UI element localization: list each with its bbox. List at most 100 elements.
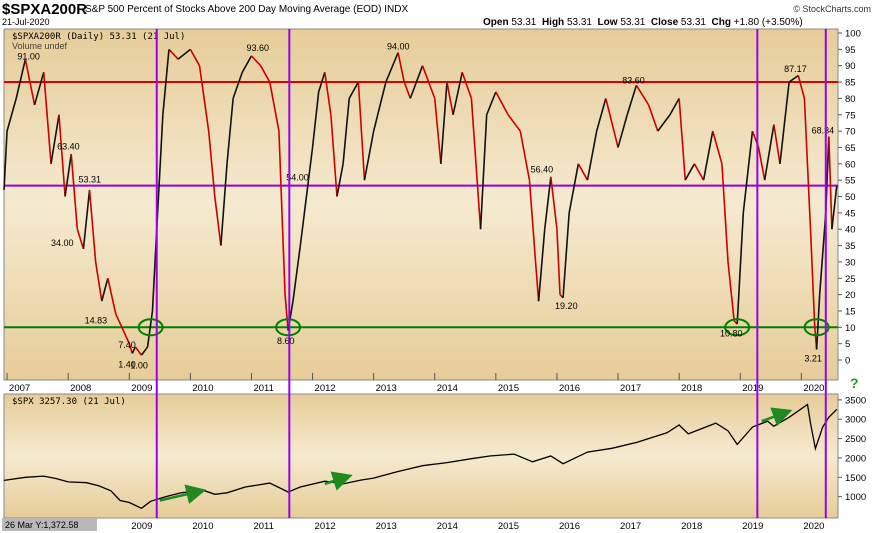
spxa200r-line-segment xyxy=(241,55,253,73)
spxa200r-line-segment xyxy=(115,313,123,328)
spxa200r-line-segment xyxy=(305,147,314,197)
spxa200r-line-segment xyxy=(440,81,448,164)
quote-line: Open 53.31 High 53.31 Low 53.31 Close 53… xyxy=(483,17,803,28)
spxa200r-line-segment xyxy=(537,229,546,302)
spxa200r-line-segment xyxy=(134,346,143,356)
y-tick-label: 80 xyxy=(845,94,856,105)
spxa200r-line-segment xyxy=(189,48,201,67)
spxa200r-line-segment xyxy=(146,310,154,348)
spxa200r-line-segment xyxy=(605,98,619,148)
spx-y-tick-label: 1000 xyxy=(845,492,866,503)
spxa200r-line-segment xyxy=(198,65,210,132)
spxa200r-line-segment xyxy=(669,98,680,116)
x-tick-label: 2019 xyxy=(742,383,763,394)
value-annotation: 68.34 xyxy=(812,126,835,136)
spxa200r-line-segment xyxy=(82,189,91,249)
spx-x-tick-label: 2014 xyxy=(437,521,458,532)
y-tick-label: 55 xyxy=(845,176,856,187)
spxa200r-line-segment xyxy=(577,163,589,181)
y-tick-label: 35 xyxy=(845,241,856,252)
y-tick-label: 45 xyxy=(845,208,856,219)
spx-x-tick-label: 2009 xyxy=(131,521,152,532)
spxa200r-line-segment xyxy=(121,326,130,344)
spxa200r-line-segment xyxy=(693,163,705,181)
spxa200r-line-segment xyxy=(446,81,454,115)
trend-arrow xyxy=(324,471,353,491)
footer-box xyxy=(2,518,97,531)
spxa200r-line-segment xyxy=(626,85,638,115)
y-tick-label: 15 xyxy=(845,306,856,317)
spxa200r-line-segment xyxy=(348,81,360,99)
x-tick-label: 2020 xyxy=(803,383,824,394)
spxa200r-line-segment xyxy=(342,98,351,164)
spxa200r-line-segment xyxy=(736,212,745,325)
spxa200r-line-segment xyxy=(3,131,8,191)
bottom-plot-area xyxy=(3,393,839,519)
question-mark: ? xyxy=(850,375,859,391)
y-tick-label: 70 xyxy=(845,127,856,138)
spxa200r-line-segment xyxy=(809,229,816,328)
value-annotation: 93.60 xyxy=(247,43,270,53)
spxa200r-line-segment xyxy=(323,72,332,115)
x-tick-label: 2011 xyxy=(253,383,273,394)
spx-y-tick-label: 1500 xyxy=(845,473,866,484)
spxa200r-line-segment xyxy=(50,114,60,164)
spx-x-tick-label: 2011 xyxy=(253,521,273,532)
x-tick-label: 2015 xyxy=(498,383,519,394)
y-tick-label: 0 xyxy=(845,356,850,367)
spxa200r-line-segment xyxy=(88,189,97,262)
spxa200r-line-segment xyxy=(330,114,338,197)
value-annotation: 1.00 xyxy=(130,361,148,371)
spxa200r-line-segment xyxy=(6,98,17,132)
x-tick-label: 2008 xyxy=(70,383,91,394)
spxa200r-line-segment xyxy=(226,98,234,164)
y-tick-label: 30 xyxy=(845,257,856,268)
close-value: 53.31 xyxy=(680,17,706,28)
brand-watermark: © StockCharts.com xyxy=(793,4,871,14)
spx-y-tick-label: 3000 xyxy=(845,415,866,426)
symbol-title: $SPXA200R xyxy=(2,1,88,18)
y-tick-label: 85 xyxy=(845,78,856,89)
spxa200r-line-segment xyxy=(357,82,366,181)
spxa200r-line-segment xyxy=(94,261,103,302)
spxa200r-line-segment xyxy=(433,98,442,164)
spxa200r-line-segment xyxy=(213,196,222,246)
spxa200r-line-segment xyxy=(33,72,45,106)
spxa200r-line-segment xyxy=(617,114,628,148)
value-annotation: 19.20 xyxy=(555,301,578,311)
spx-x-tick-label: 2015 xyxy=(498,521,519,532)
spxa200r-line-segment xyxy=(278,131,286,295)
spxa200r-line-segment xyxy=(818,212,827,295)
footer-readout: 26 Mar Y:1,372.58 xyxy=(5,520,78,530)
spxa200r-line-segment xyxy=(107,278,117,315)
spxa200r-line-segment xyxy=(721,163,729,262)
trend-arrow xyxy=(761,407,793,427)
close-label: Close xyxy=(650,17,679,28)
spxa200r-line-segment xyxy=(702,130,714,181)
spxa200r-line-segment xyxy=(586,130,598,181)
y-tick-label: 5 xyxy=(845,339,850,350)
spxa200r-line-segment xyxy=(397,52,405,83)
spxa200r-line-segment xyxy=(550,176,558,230)
bottom-legend: $SPX 3257.30 (21 Jul) xyxy=(12,397,126,407)
circle-marker xyxy=(137,318,164,337)
spx-y-tick-label: 2000 xyxy=(845,453,866,464)
spxa200r-line-segment xyxy=(742,131,754,213)
spxa200r-line-segment xyxy=(595,98,607,132)
spxa200r-line-segment xyxy=(259,65,271,83)
x-tick-label: 2012 xyxy=(315,383,336,394)
spx-x-tick-label: 2018 xyxy=(681,521,702,532)
spxa200r-line-segment xyxy=(684,163,696,181)
high-value: 53.31 xyxy=(566,17,592,28)
spxa200r-line-segment xyxy=(711,130,723,165)
chart-date: 21-Jul-2020 xyxy=(2,17,50,27)
y-tick-label: 20 xyxy=(845,290,856,301)
spxa200r-line-segment xyxy=(727,261,735,321)
chg-value: +1.80 (+3.50%) xyxy=(733,17,803,28)
spxa200r-line-segment xyxy=(831,185,838,230)
spxa200r-line-segment xyxy=(207,131,216,197)
open-value: 53.31 xyxy=(511,17,537,28)
spx-x-tick-label: 2010 xyxy=(192,521,213,532)
top-legend: $SPXA200R (Daily) 53.31 (21 Jul) xyxy=(12,32,185,42)
